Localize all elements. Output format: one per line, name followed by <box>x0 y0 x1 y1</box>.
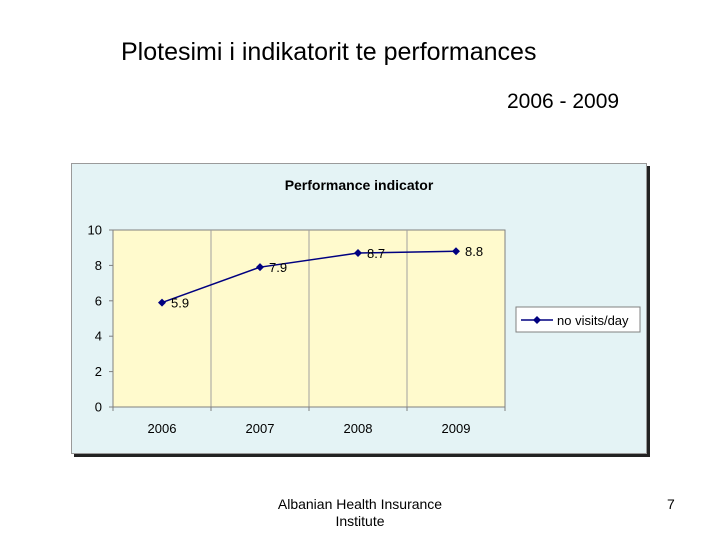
legend-marker <box>533 316 541 324</box>
page-number: 7 <box>667 496 675 512</box>
data-label: 8.8 <box>465 244 483 259</box>
x-tick-label: 2006 <box>148 421 177 436</box>
x-tick-label: 2008 <box>344 421 373 436</box>
footer-institution: Albanian Health Insurance Institute <box>277 496 443 529</box>
data-point <box>452 247 460 256</box>
slide-subtitle: 2006 - 2009 <box>507 90 620 113</box>
legend-label: no visits/day <box>557 313 629 328</box>
y-tick-label: 10 <box>88 223 102 238</box>
data-point <box>354 249 362 258</box>
legend: no visits/day <box>515 306 641 333</box>
data-point <box>158 298 166 307</box>
data-label: 7.9 <box>269 260 287 275</box>
x-tick-label: 2007 <box>246 421 275 436</box>
x-tick-label: 2009 <box>442 421 471 436</box>
chart-title: Performance indicator <box>285 177 434 193</box>
series-line <box>161 250 457 304</box>
data-point <box>256 263 264 272</box>
data-label: 8.7 <box>367 246 385 261</box>
data-label: 5.9 <box>171 296 189 311</box>
slide-title: Plotesimi i indikatorit te performances <box>121 38 537 66</box>
y-tick-label: 8 <box>95 258 102 273</box>
y-tick-label: 6 <box>95 293 102 308</box>
y-tick-label: 4 <box>95 329 102 344</box>
y-tick-label: 0 <box>95 400 102 415</box>
y-tick-label: 2 <box>95 364 102 379</box>
